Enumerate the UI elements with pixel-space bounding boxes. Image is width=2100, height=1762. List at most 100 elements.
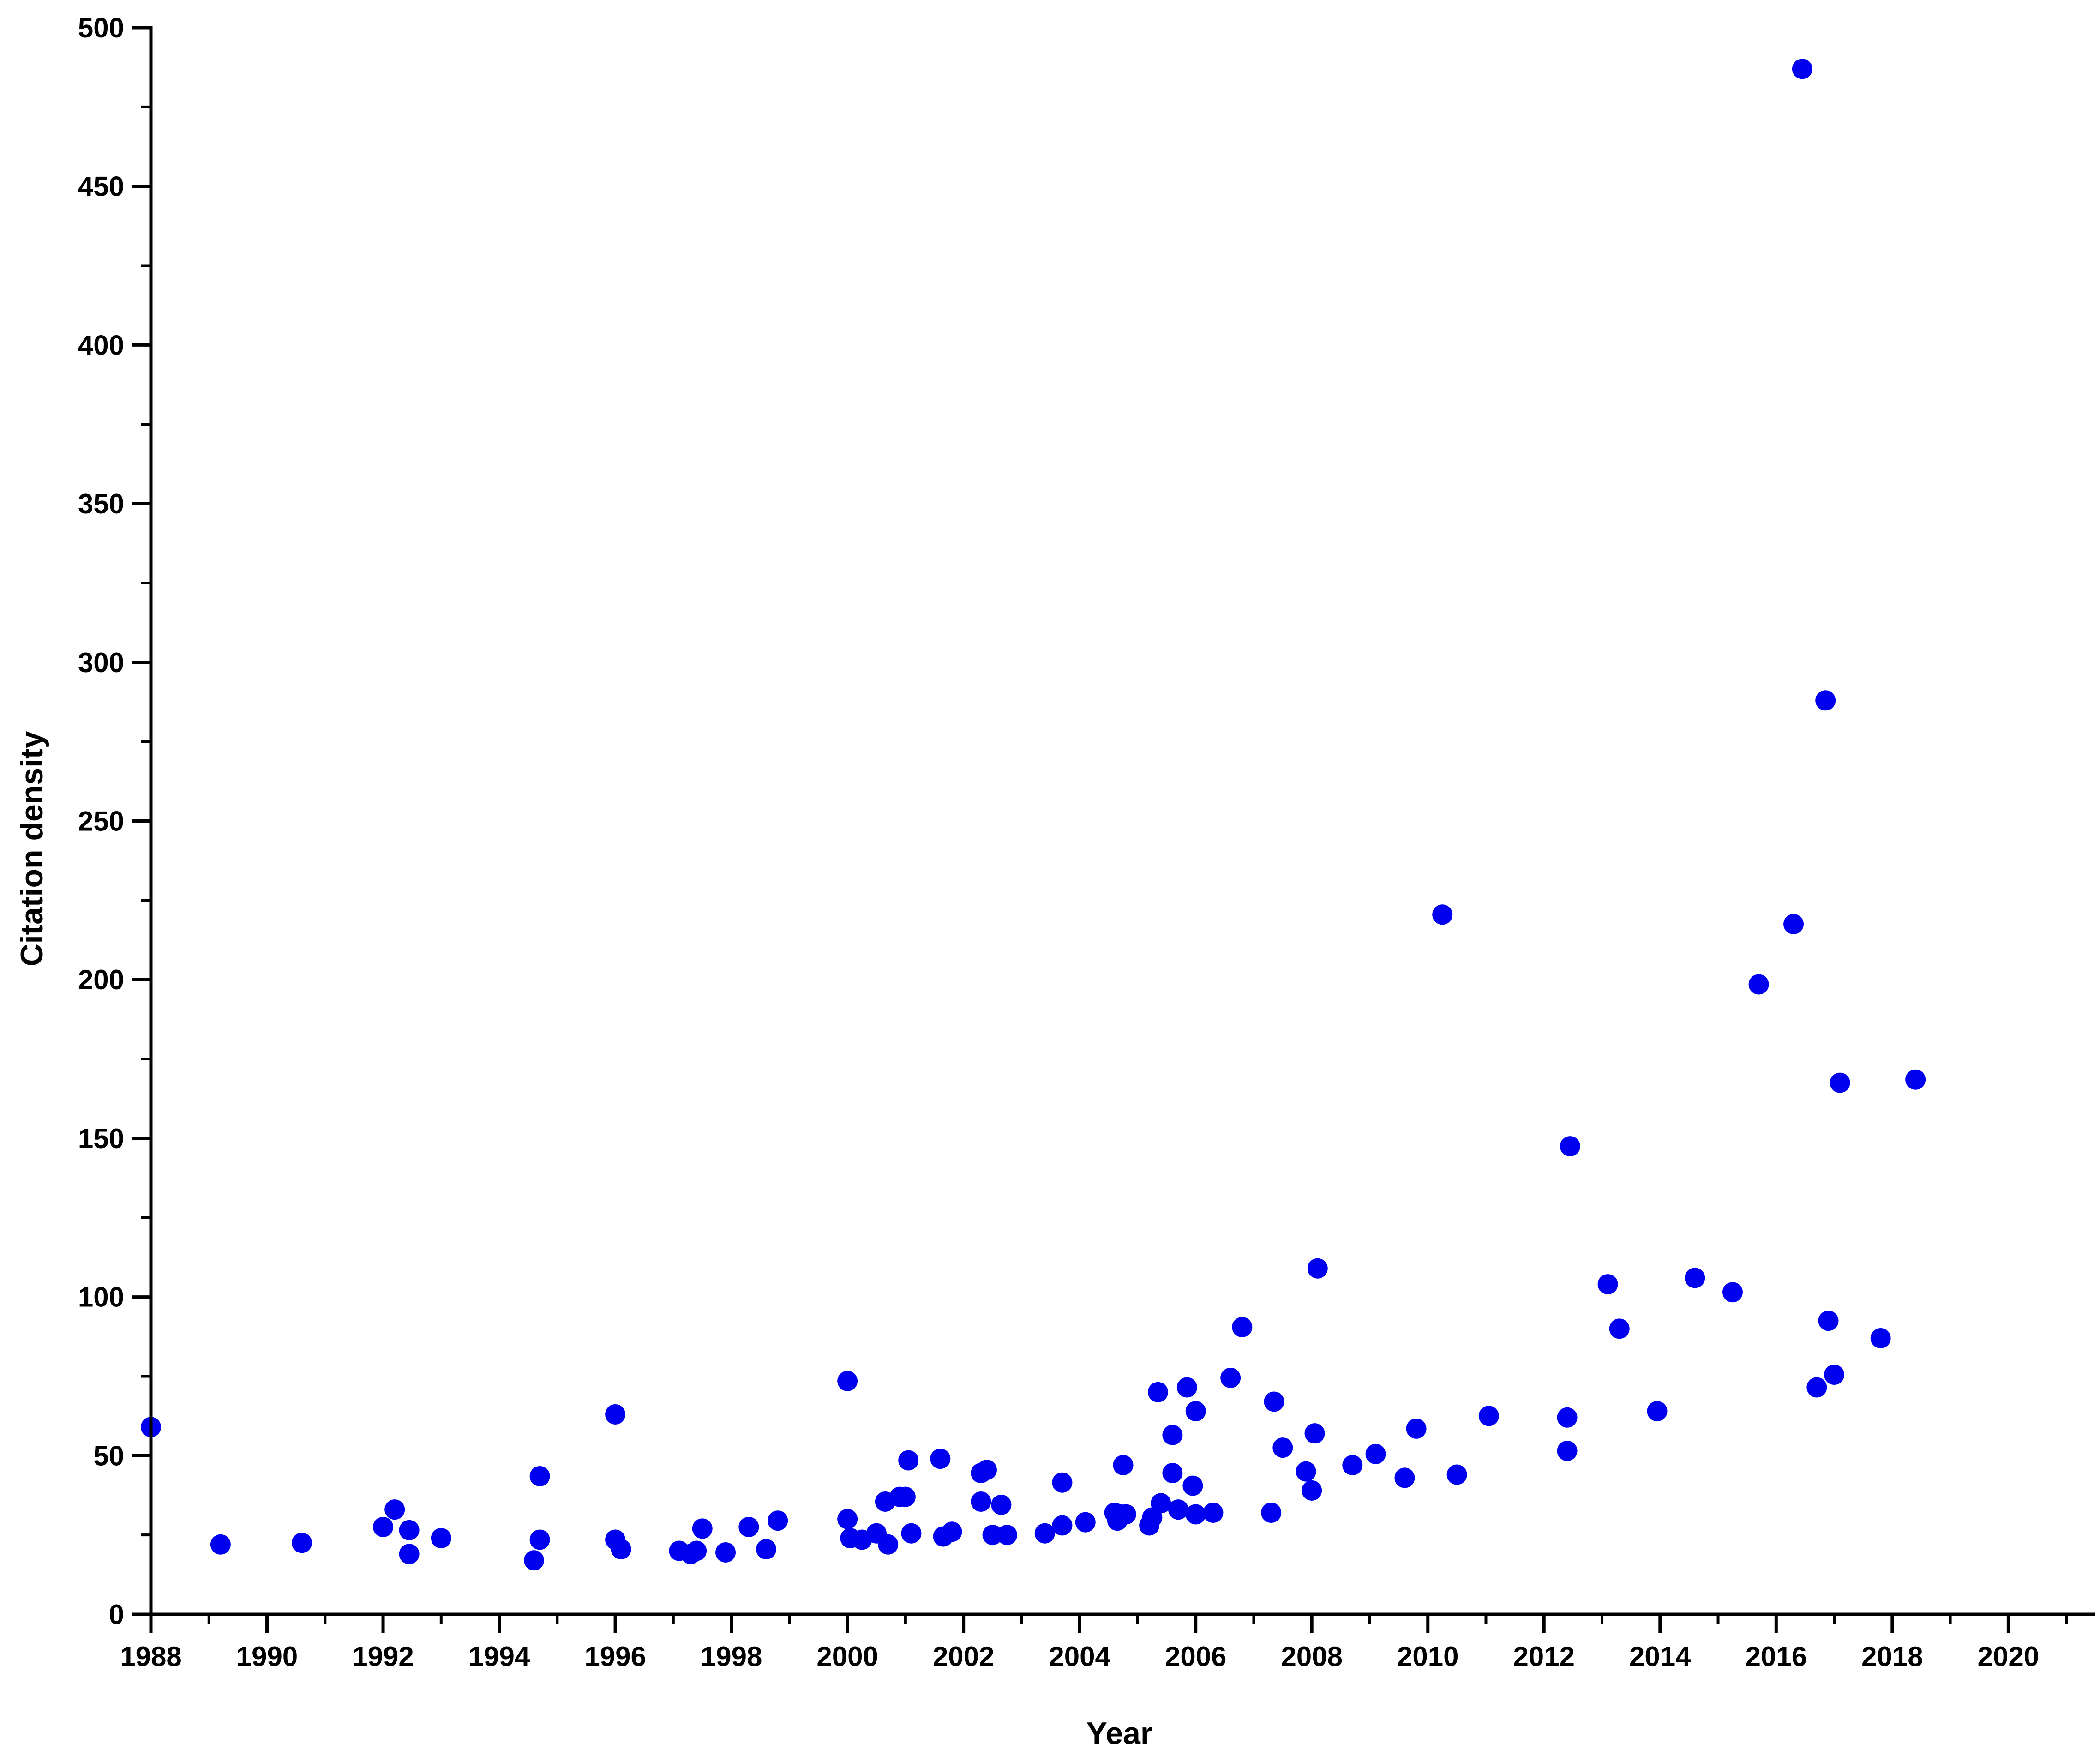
data-point bbox=[1261, 1503, 1282, 1523]
data-point bbox=[1824, 1365, 1845, 1385]
y-tick-label: 350 bbox=[78, 488, 124, 519]
data-point bbox=[1203, 1503, 1224, 1523]
x-tick-label: 1994 bbox=[468, 1641, 530, 1672]
data-point bbox=[1685, 1268, 1705, 1288]
data-point bbox=[1870, 1328, 1891, 1348]
data-point bbox=[1272, 1437, 1293, 1458]
y-tick-label: 50 bbox=[93, 1440, 124, 1471]
data-point bbox=[901, 1523, 922, 1544]
x-tick-label: 2014 bbox=[1629, 1641, 1691, 1672]
data-point bbox=[1815, 690, 1836, 711]
x-tick-label: 1996 bbox=[584, 1641, 646, 1672]
data-point bbox=[1034, 1523, 1055, 1544]
data-point bbox=[1722, 1282, 1743, 1303]
data-point bbox=[1597, 1274, 1618, 1295]
x-tick-label: 2016 bbox=[1746, 1641, 1807, 1672]
data-point bbox=[1905, 1069, 1926, 1090]
y-tick-label: 200 bbox=[78, 964, 124, 995]
data-point bbox=[1232, 1317, 1253, 1337]
data-point bbox=[1075, 1512, 1096, 1533]
data-point bbox=[1609, 1318, 1630, 1339]
data-point bbox=[1792, 59, 1812, 79]
data-point bbox=[384, 1499, 405, 1520]
data-point bbox=[1647, 1401, 1668, 1422]
data-point bbox=[1557, 1440, 1578, 1461]
x-axis-ticks: 1988 1990 1992 1994 1996 1998 2000 2002 2004 2006… bbox=[120, 1614, 2068, 1672]
data-point bbox=[524, 1550, 545, 1571]
data-point bbox=[1162, 1463, 1183, 1484]
data-point bbox=[1783, 914, 1804, 934]
data-point bbox=[715, 1542, 736, 1563]
y-axis-ticks: 0 50 100 150 200 250 300 350 400 450 500 bbox=[78, 12, 151, 1630]
data-point bbox=[291, 1533, 312, 1553]
data-point bbox=[605, 1404, 626, 1425]
data-point bbox=[1168, 1499, 1188, 1520]
data-point bbox=[399, 1544, 420, 1564]
x-tick-label: 1988 bbox=[120, 1641, 181, 1672]
data-point bbox=[930, 1449, 951, 1469]
data-point bbox=[1818, 1311, 1839, 1331]
data-point bbox=[1830, 1072, 1850, 1093]
data-point bbox=[738, 1516, 759, 1537]
data-point bbox=[996, 1525, 1017, 1546]
data-point bbox=[1116, 1504, 1136, 1525]
y-tick-label: 300 bbox=[78, 647, 124, 678]
x-tick-label: 2010 bbox=[1397, 1641, 1458, 1672]
data-point bbox=[1406, 1418, 1427, 1439]
data-point bbox=[756, 1539, 777, 1560]
data-point bbox=[991, 1494, 1012, 1515]
data-point bbox=[1342, 1455, 1363, 1475]
data-point bbox=[1432, 904, 1453, 925]
data-point bbox=[210, 1534, 231, 1555]
y-tick-label: 400 bbox=[78, 330, 124, 361]
data-point bbox=[1185, 1504, 1206, 1525]
data-point bbox=[1176, 1377, 1197, 1398]
data-point bbox=[1560, 1136, 1580, 1157]
data-point bbox=[1182, 1475, 1203, 1496]
data-point bbox=[1052, 1472, 1073, 1493]
x-tick-label: 2000 bbox=[816, 1641, 878, 1672]
y-tick-label: 150 bbox=[78, 1123, 124, 1154]
data-point bbox=[373, 1516, 394, 1537]
data-point bbox=[529, 1466, 550, 1486]
y-tick-label: 0 bbox=[109, 1599, 124, 1630]
y-tick-label: 100 bbox=[78, 1282, 124, 1313]
x-axis-title: Year bbox=[1086, 1716, 1153, 1751]
x-tick-label: 2002 bbox=[933, 1641, 994, 1672]
axes bbox=[149, 26, 2095, 1616]
data-point bbox=[1302, 1480, 1322, 1501]
y-tick-label: 450 bbox=[78, 171, 124, 202]
x-tick-label: 2018 bbox=[1861, 1641, 1923, 1672]
data-point bbox=[692, 1518, 713, 1539]
data-point bbox=[1394, 1467, 1415, 1488]
data-point bbox=[768, 1510, 788, 1531]
data-point bbox=[431, 1528, 451, 1549]
data-point bbox=[1113, 1455, 1134, 1475]
data-point bbox=[1446, 1464, 1467, 1485]
data-point bbox=[1052, 1515, 1073, 1536]
data-point bbox=[1806, 1377, 1827, 1398]
data-point bbox=[898, 1450, 919, 1471]
data-point bbox=[1748, 974, 1769, 995]
data-point bbox=[971, 1491, 991, 1512]
x-tick-label: 1990 bbox=[236, 1641, 298, 1672]
data-point bbox=[976, 1460, 997, 1480]
y-tick-label: 250 bbox=[78, 806, 124, 837]
data-point bbox=[1147, 1382, 1168, 1402]
data-point bbox=[837, 1509, 858, 1529]
data-point bbox=[529, 1529, 550, 1550]
data-point bbox=[895, 1486, 916, 1507]
data-point bbox=[1557, 1407, 1578, 1428]
y-tick-label: 500 bbox=[78, 12, 124, 43]
data-point bbox=[1185, 1401, 1206, 1422]
x-tick-label: 2020 bbox=[1978, 1641, 2039, 1672]
x-tick-label: 2006 bbox=[1165, 1641, 1226, 1672]
x-tick-label: 2008 bbox=[1281, 1641, 1342, 1672]
data-point bbox=[837, 1371, 858, 1391]
data-point bbox=[982, 1525, 1003, 1546]
x-tick-label: 2004 bbox=[1049, 1641, 1110, 1672]
data-point bbox=[878, 1534, 899, 1555]
data-point bbox=[1264, 1391, 1284, 1412]
data-point bbox=[1162, 1425, 1183, 1445]
